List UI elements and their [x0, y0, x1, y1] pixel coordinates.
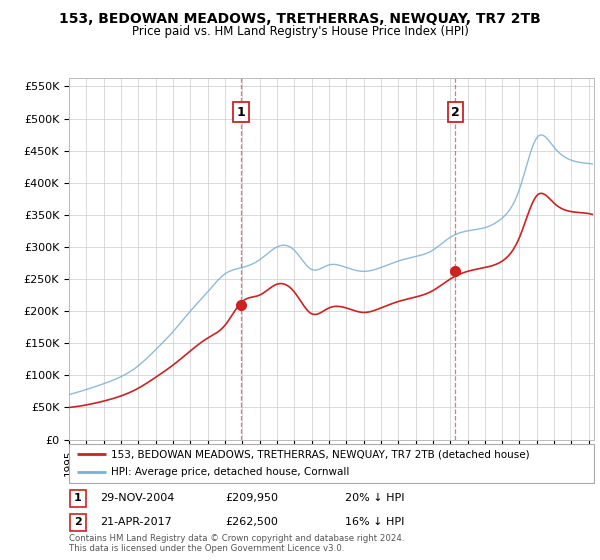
- Text: 2: 2: [451, 106, 460, 119]
- Text: 153, BEDOWAN MEADOWS, TRETHERRAS, NEWQUAY, TR7 2TB: 153, BEDOWAN MEADOWS, TRETHERRAS, NEWQUA…: [59, 12, 541, 26]
- Text: HPI: Average price, detached house, Cornwall: HPI: Average price, detached house, Corn…: [111, 467, 349, 477]
- Text: 16% ↓ HPI: 16% ↓ HPI: [345, 517, 404, 527]
- Text: 1: 1: [74, 493, 82, 503]
- Text: 2: 2: [74, 517, 82, 528]
- Text: £209,950: £209,950: [225, 493, 278, 503]
- Text: 20% ↓ HPI: 20% ↓ HPI: [345, 493, 404, 503]
- Text: This data is licensed under the Open Government Licence v3.0.: This data is licensed under the Open Gov…: [69, 544, 344, 553]
- Text: Contains HM Land Registry data © Crown copyright and database right 2024.: Contains HM Land Registry data © Crown c…: [69, 534, 404, 543]
- FancyBboxPatch shape: [70, 490, 86, 507]
- FancyBboxPatch shape: [69, 444, 594, 483]
- Text: 29-NOV-2004: 29-NOV-2004: [100, 493, 175, 503]
- FancyBboxPatch shape: [70, 514, 86, 531]
- Text: 153, BEDOWAN MEADOWS, TRETHERRAS, NEWQUAY, TR7 2TB (detached house): 153, BEDOWAN MEADOWS, TRETHERRAS, NEWQUA…: [111, 449, 530, 459]
- Text: 1: 1: [236, 106, 245, 119]
- Text: £262,500: £262,500: [225, 517, 278, 527]
- Text: Price paid vs. HM Land Registry's House Price Index (HPI): Price paid vs. HM Land Registry's House …: [131, 25, 469, 38]
- Text: 21-APR-2017: 21-APR-2017: [100, 517, 172, 527]
